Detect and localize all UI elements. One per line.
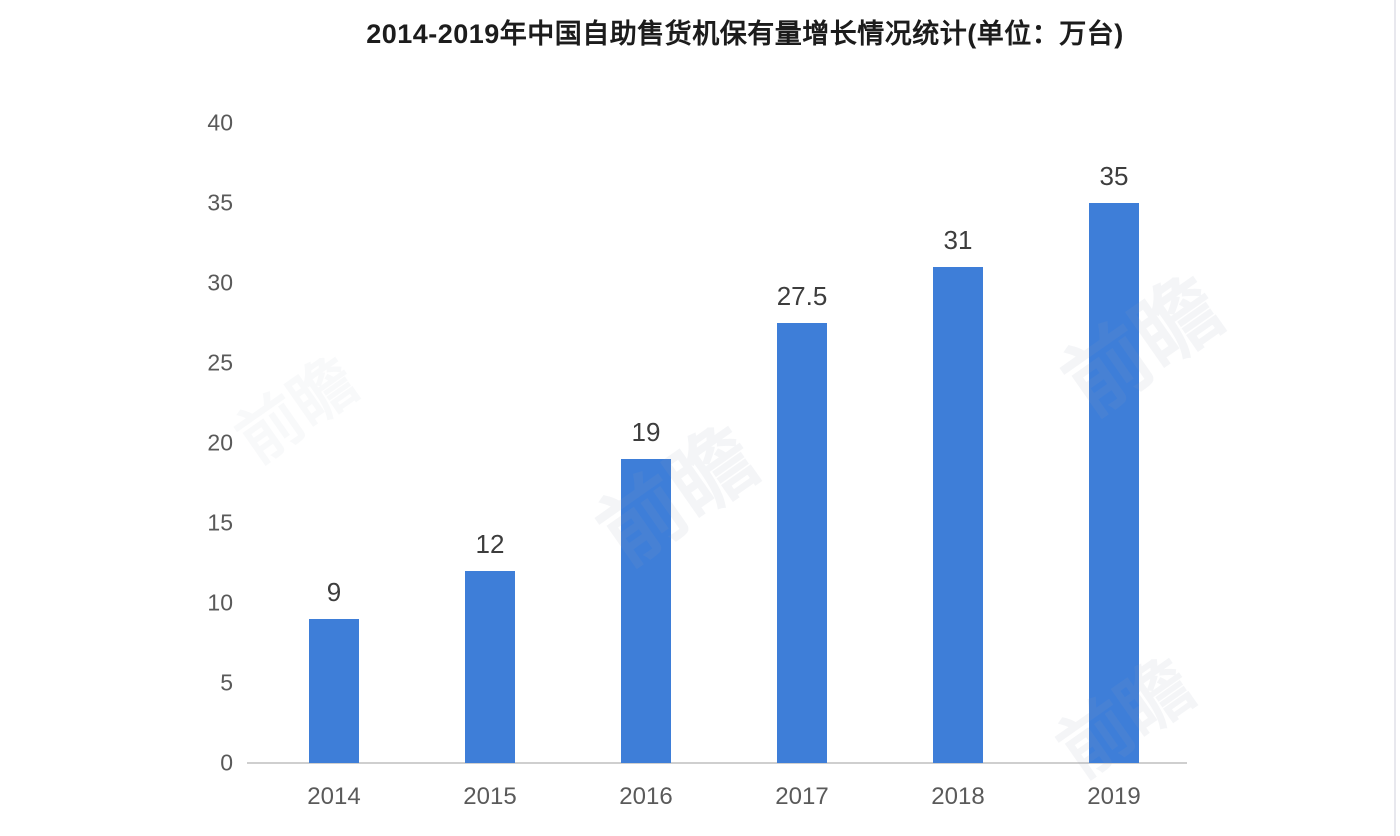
bar-2014: [309, 619, 359, 763]
page-right-border: [1394, 0, 1396, 836]
bar-value-label: 19: [631, 417, 661, 447]
chart-title: 2014-2019年中国自助售货机保有量增长情况统计(单位：万台): [366, 19, 1124, 49]
y-tick-label: 40: [207, 109, 233, 136]
bar-2018: [933, 267, 983, 763]
y-tick-label: 5: [220, 669, 233, 696]
bar-value-label: 12: [475, 529, 505, 559]
bar-value-label: 35: [1099, 161, 1129, 191]
y-tick-label: 0: [220, 749, 233, 776]
y-tick-label: 20: [207, 429, 233, 456]
bar-2015: [465, 571, 515, 763]
x-axis-label: 2014: [307, 783, 361, 810]
x-axis-label: 2016: [619, 783, 673, 810]
bar-2016: [621, 459, 671, 763]
y-tick-label: 35: [207, 189, 233, 216]
bar-2017: [777, 323, 827, 763]
y-tick-label: 10: [207, 589, 233, 616]
y-tick-label: 15: [207, 509, 233, 536]
x-axis-label: 2017: [775, 783, 829, 810]
bar-value-label: 31: [943, 225, 973, 255]
y-tick-label: 30: [207, 269, 233, 296]
x-axis-label: 2019: [1087, 783, 1141, 810]
bar-value-label: 9: [326, 577, 342, 607]
bar-2019: [1089, 203, 1139, 763]
bar-value-label: 27.5: [776, 281, 828, 311]
x-axis-line: [247, 762, 1187, 764]
y-tick-label: 25: [207, 349, 233, 376]
x-axis-label: 2018: [931, 783, 985, 810]
x-axis-label: 2015: [463, 783, 517, 810]
